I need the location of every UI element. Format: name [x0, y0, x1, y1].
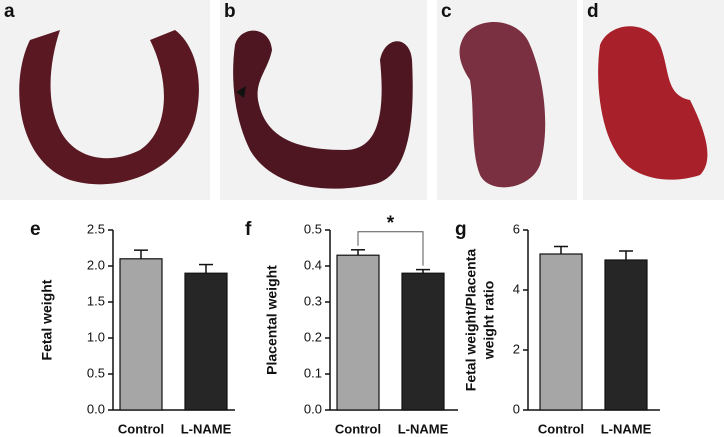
y-tick-label: 1.0: [87, 329, 105, 344]
y-tick-label: 6: [513, 221, 520, 236]
y-tick-label: 0.2: [304, 329, 322, 344]
x-tick-label: L-NAME: [398, 421, 449, 436]
significance-bracket: [357, 231, 424, 266]
photo-b-uterus: [233, 30, 413, 189]
y-tick-label: 0.5: [304, 221, 322, 236]
panel-label: f: [245, 219, 252, 240]
y-axis-label: weight ratio: [481, 281, 497, 361]
y-tick-label: 0.0: [304, 401, 322, 416]
panel-label: c: [441, 1, 452, 22]
photo-b-arrow: [236, 86, 246, 98]
bar: [401, 272, 445, 411]
y-axis-label: Placental weight: [264, 265, 280, 375]
panel-label: g: [455, 219, 467, 240]
y-tick-label: 0.0: [87, 401, 105, 416]
y-tick-label: 0.3: [304, 293, 322, 308]
bar: [539, 253, 583, 411]
y-tick-label: 0.1: [304, 365, 322, 380]
x-tick-label: Control: [118, 421, 164, 436]
panel-label: a: [4, 1, 15, 22]
bar: [119, 258, 163, 411]
bar: [184, 272, 228, 411]
photo-c-fetus: [459, 22, 546, 188]
y-tick-label: 1.5: [87, 293, 105, 308]
significance-label: *: [387, 213, 395, 234]
y-tick-label: 2.5: [87, 221, 105, 236]
y-tick-label: 2: [513, 341, 520, 356]
x-tick-label: L-NAME: [601, 421, 652, 436]
y-tick-label: 0.5: [87, 365, 105, 380]
photos: [0, 0, 724, 200]
panel-label: b: [224, 1, 236, 22]
y-axis-label: Fetal weight/Placenta: [463, 249, 479, 392]
x-tick-label: Control: [538, 421, 584, 436]
y-tick-label: 2.0: [87, 257, 105, 272]
bar: [336, 254, 380, 411]
y-tick-label: 4: [513, 281, 520, 296]
y-tick-label: 0.4: [304, 257, 322, 272]
panel-label: d: [587, 1, 599, 22]
y-axis-label: Fetal weight: [39, 279, 55, 360]
x-tick-label: L-NAME: [181, 421, 232, 436]
x-tick-label: Control: [335, 421, 381, 436]
bar: [604, 259, 648, 411]
panel-label: e: [30, 219, 41, 240]
photo-a-uterus: [19, 30, 199, 185]
photo-d-fetus: [598, 26, 708, 180]
y-tick-label: 0: [513, 401, 520, 416]
